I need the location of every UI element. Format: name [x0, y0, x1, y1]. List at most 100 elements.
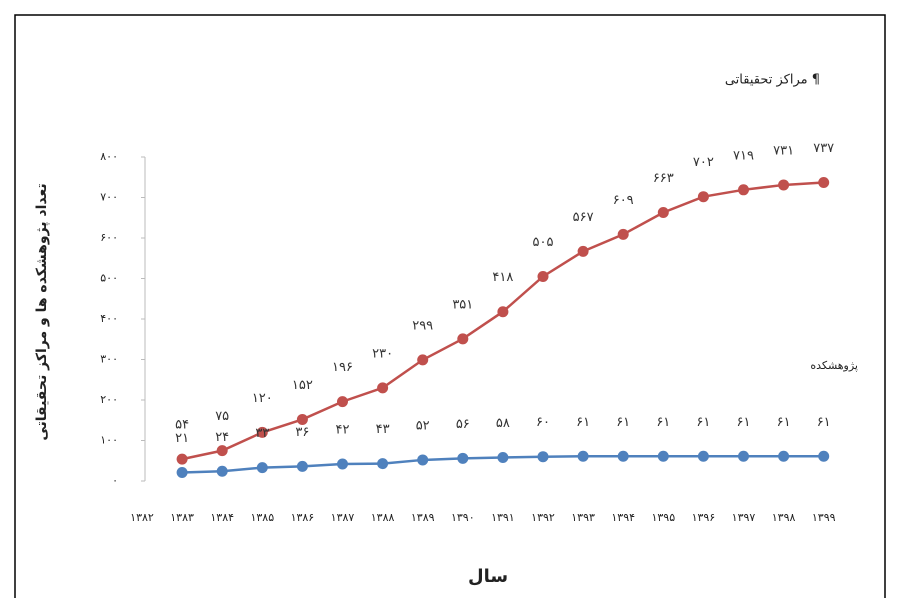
y-tick-label: ۱۰۰	[100, 434, 118, 447]
value-label: ۶۰۹	[613, 193, 634, 208]
value-label: ۱۵۲	[292, 378, 313, 393]
point	[738, 450, 749, 462]
legend-label: پژوهشکده	[810, 359, 858, 372]
x-tick-label: ۱۳۹۵	[651, 511, 675, 524]
point	[617, 450, 629, 462]
point	[577, 450, 589, 462]
value-label: ۷۳۷	[813, 141, 834, 156]
point	[818, 450, 830, 462]
point	[377, 382, 389, 394]
value-label: ۵۶۷	[573, 210, 594, 225]
x-tick-label: ۱۳۹۶	[692, 511, 716, 524]
x-tick-label: ۱۳۹۸	[772, 511, 796, 524]
point	[417, 354, 429, 366]
legend-label: مراکز تحقیقاتی ¶	[725, 73, 820, 88]
x-tick-label: ۱۳۹۷	[732, 511, 756, 524]
point	[216, 465, 228, 477]
value-label: ۴۲	[336, 422, 350, 437]
value-label: ۲۳۰	[372, 346, 393, 361]
y-tick-label: ۰	[112, 474, 118, 487]
x-tick-label: ۱۳۸۴	[210, 511, 234, 524]
y-tick-label: ۶۰۰	[100, 231, 118, 244]
x-tick-label: ۱۳۹۳	[571, 511, 595, 524]
value-label: ۶۱	[576, 415, 590, 430]
point	[738, 184, 749, 196]
point	[176, 453, 188, 465]
frame	[14, 14, 886, 598]
value-label: ۵۴	[175, 418, 189, 433]
value-label: ۱۹۶	[332, 360, 353, 375]
value-label: ۳۶	[295, 425, 309, 440]
value-label: ۳۳	[255, 426, 269, 441]
point	[657, 206, 669, 218]
value-label: ۲۱	[175, 431, 189, 446]
y-axis-title: تعداد پژوهشکده ها و مراکز تحقیقاتی	[34, 183, 50, 440]
x-tick-label: ۱۳۸۷	[331, 511, 355, 524]
y-tick-label: ۷۰۰	[100, 191, 118, 204]
point	[577, 245, 589, 257]
x-tick-label: ۱۳۹۹	[812, 511, 836, 524]
x-tick-label: ۱۳۹۱	[491, 511, 515, 524]
point	[296, 460, 308, 472]
value-label: ۲۹۹	[412, 318, 433, 333]
point	[818, 177, 830, 189]
value-label: ۶۱	[737, 415, 751, 430]
value-label: ۵۸	[496, 416, 510, 431]
value-label: ۶۱	[817, 415, 831, 430]
value-label: ۷۱۹	[733, 148, 754, 163]
point	[537, 451, 549, 463]
y-tick-label: ۵۰۰	[100, 272, 118, 285]
value-label: ۲۴	[215, 430, 229, 445]
point	[337, 396, 348, 408]
point	[176, 466, 188, 478]
point	[256, 426, 268, 438]
y-tick-label: ۸۰۰	[100, 150, 118, 163]
x-tick-label: ۱۳۹۰	[451, 511, 475, 524]
value-label: ۶۱	[616, 415, 630, 430]
point	[778, 179, 790, 191]
point	[457, 452, 469, 464]
x-tick-label: ۱۳۸۸	[371, 511, 395, 524]
x-tick-label: ۱۳۸۲	[130, 511, 154, 524]
y-tick-label: ۴۰۰	[100, 312, 118, 325]
point	[657, 450, 669, 462]
value-label: ۶۱	[777, 415, 791, 430]
y-tick-label: ۳۰۰	[100, 353, 118, 366]
x-tick-label: ۱۳۸۳	[170, 511, 194, 524]
value-label: ۷۰۲	[693, 155, 714, 170]
point	[296, 413, 308, 425]
y-tick-label: ۲۰۰	[100, 393, 118, 406]
point	[337, 458, 348, 470]
point	[617, 228, 629, 240]
value-label: ۱۲۰	[252, 391, 273, 406]
point	[377, 458, 389, 470]
value-label: ۳۵۱	[452, 297, 473, 312]
x-tick-label: ۱۳۹۲	[531, 511, 555, 524]
x-axis-title: سال	[468, 566, 508, 587]
value-label: ۶۱	[696, 415, 710, 430]
value-label: ۵۰۵	[533, 235, 554, 250]
value-label: ۶۱	[656, 415, 670, 430]
point	[457, 333, 469, 345]
value-label: ۷۵	[215, 409, 229, 424]
value-label: ۴۳	[376, 422, 390, 437]
value-label: ۷۳۱	[773, 143, 794, 158]
value-label: ۵۲	[416, 418, 430, 433]
point	[497, 306, 509, 318]
point	[697, 191, 709, 203]
point	[497, 452, 509, 464]
value-label: ۴۱۸	[492, 270, 513, 285]
point	[256, 462, 268, 474]
value-label: ۶۶۳	[653, 171, 674, 186]
point	[778, 450, 790, 462]
x-tick-label: ۱۳۸۶	[291, 511, 315, 524]
point	[697, 450, 709, 462]
value-label: ۶۰	[536, 415, 550, 430]
point	[216, 445, 228, 457]
x-tick-label: ۱۳۹۴	[611, 511, 635, 524]
x-tick-label: ۱۳۸۹	[411, 511, 435, 524]
point	[417, 454, 429, 466]
x-tick-label: ۱۳۸۵	[250, 511, 274, 524]
point	[537, 270, 549, 282]
